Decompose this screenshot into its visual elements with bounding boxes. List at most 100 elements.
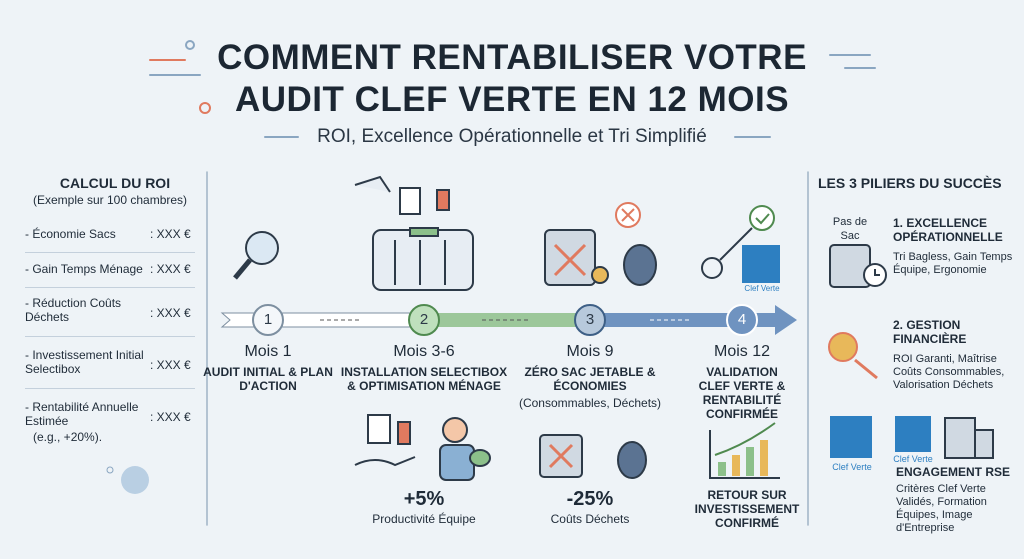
row-divider	[25, 287, 195, 288]
decor-shape	[121, 466, 149, 494]
icon-shape	[439, 444, 475, 481]
icon-shape	[623, 244, 657, 286]
title-line: AUDIT CLEF VERTE EN 12 MOIS	[234, 80, 790, 119]
step-metric: -25%	[566, 488, 614, 510]
row-sub: (e.g., +20%).	[33, 430, 103, 444]
row-value: : XXX €	[150, 262, 191, 276]
icon-shape	[399, 187, 421, 215]
icons	[233, 175, 994, 481]
icon-shape	[749, 205, 775, 231]
row-divider	[25, 252, 195, 253]
icon-shape	[701, 257, 723, 279]
row-label: - Rentabilité Annuelle Estimée	[25, 400, 139, 428]
timeline-arrow-shape	[408, 304, 440, 336]
icon-shape	[409, 227, 439, 237]
timeline-arrow-shape	[574, 304, 606, 336]
icon-shape	[760, 440, 768, 476]
decor-shape	[199, 102, 211, 114]
icon-shape	[469, 449, 491, 467]
step-title: VALIDATION CLEF VERTE & RENTABILITÉ CONF…	[698, 365, 786, 421]
decor	[106, 40, 876, 526]
icon-shape	[742, 245, 780, 283]
row-value: : XXX €	[150, 306, 191, 320]
icon-shape	[709, 430, 780, 479]
row-value: : XXX €	[150, 358, 191, 372]
timeline-arrow-shape	[252, 304, 284, 336]
subtitle: ROI, Excellence Opérationnelle et Tri Si…	[317, 126, 707, 147]
pillar-text: Critères Clef Verte Validés, Formation É…	[896, 483, 987, 534]
icon-shape	[732, 455, 740, 476]
icon-shape	[719, 227, 753, 261]
row-value: : XXX €	[150, 227, 191, 241]
step-caption: Coûts Déchets	[550, 512, 630, 526]
icon-shape	[895, 416, 931, 452]
icon-shape	[714, 422, 776, 456]
icon-shape	[718, 462, 726, 476]
logo-label: Clef Verte	[893, 454, 933, 464]
pillar-text: Tri Bagless, Gain Temps Équipe, Ergonomi…	[893, 251, 1013, 276]
icon-shape	[372, 229, 474, 291]
logo-label: Clef Verte	[832, 462, 872, 472]
row-divider	[25, 388, 195, 389]
pillar-title: ENGAGEMENT RSE	[896, 465, 1011, 479]
panel-note: (Exemple sur 100 chambres)	[32, 193, 188, 207]
step-month: Mois 12	[713, 343, 771, 360]
step-number: 3	[585, 311, 595, 328]
panel-title: LES 3 PILIERS DU SUCCÈS	[818, 175, 1002, 191]
step-month: Mois 1	[244, 343, 292, 360]
icon-shape	[591, 266, 609, 284]
icon-shape	[436, 189, 450, 211]
icon-shape	[367, 414, 391, 444]
icon-shape	[746, 447, 754, 476]
icon-shape	[944, 417, 976, 459]
icon-shape	[442, 417, 468, 443]
icon-shape	[544, 229, 596, 286]
logo-label: Clef Verte	[744, 284, 780, 293]
pillar-text: ROI Garanti, Maîtrise Coûts Consommables…	[893, 353, 1005, 391]
icon-shape	[548, 443, 574, 469]
step-title: INSTALLATION SELECTIBOX & OPTIMISATION M…	[340, 365, 508, 393]
pillar-title: 1. EXCELLENCE OPÉRATIONNELLE	[893, 216, 1003, 244]
step-title: ZÉRO SAC JETABLE & ÉCONOMIES	[524, 365, 656, 393]
icon-label: Pas de Sac	[832, 216, 868, 242]
icon-shape	[553, 243, 587, 277]
row-label: - Investissement Initial Selectibox	[25, 348, 144, 376]
icon-shape	[829, 244, 871, 288]
row-label: - Économie Sacs	[25, 227, 116, 241]
icon-shape	[354, 175, 391, 193]
icon-shape	[617, 441, 647, 479]
row-label: - Gain Temps Ménage	[25, 262, 143, 276]
pillar-title: 2. GESTION FINANCIÈRE	[893, 318, 967, 346]
step-caption: Productivité Équipe	[372, 512, 476, 526]
icon-shape	[245, 231, 279, 265]
icon-shape	[394, 240, 446, 285]
step-sub: (Consommables, Déchets)	[518, 396, 662, 410]
step-month: Mois 3-6	[393, 343, 455, 360]
step-number: 1	[263, 311, 273, 328]
decor-shape	[185, 40, 195, 50]
step-number: 4	[737, 311, 747, 328]
step-number: 2	[419, 311, 429, 328]
icon-shape	[974, 429, 994, 459]
row-label: - Réduction Coûts Déchets	[25, 296, 122, 324]
row-divider	[25, 336, 195, 337]
icon-shape	[854, 358, 878, 380]
title-line: COMMENT RENTABILISER VOTRE	[217, 38, 807, 77]
step-title: AUDIT INITIAL & PLAN D'ACTION	[203, 365, 333, 393]
decor-shape	[106, 466, 114, 474]
icon-shape	[397, 421, 411, 445]
step-result: RETOUR SUR INVESTISSEMENT CONFIRMÉ	[694, 488, 800, 530]
icon-shape	[828, 332, 858, 362]
icon-shape	[354, 456, 416, 467]
icon-shape	[830, 416, 872, 458]
icon-shape	[755, 213, 770, 225]
icon-shape	[233, 258, 252, 280]
timeline-arrow-shape	[726, 304, 758, 336]
timeline-arrow-shape	[590, 305, 797, 335]
row-value: : XXX €	[150, 410, 191, 424]
icon-shape	[874, 269, 880, 276]
panel-title: CALCUL DU ROI	[59, 175, 171, 191]
step-metric: +5%	[403, 488, 445, 510]
